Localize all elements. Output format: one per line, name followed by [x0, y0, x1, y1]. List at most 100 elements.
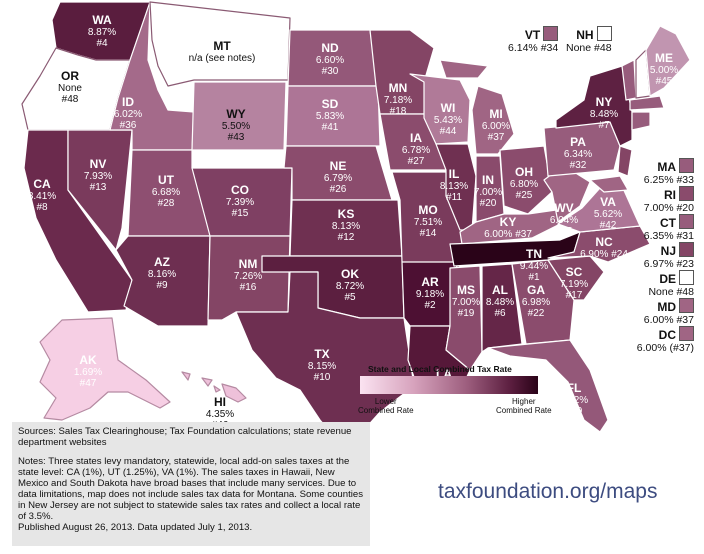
label-CO-rate: 7.39% — [226, 197, 254, 208]
state-FL — [487, 339, 609, 433]
label-MO-rank: #14 — [420, 228, 437, 239]
label-VT: VT 6.14% #34 — [508, 26, 559, 54]
state-WY — [191, 81, 287, 151]
label-VA-rank: #42 — [600, 220, 617, 231]
label-KS-rank: #12 — [338, 232, 355, 243]
label-WA-rate: 8.87% — [88, 27, 116, 38]
notes-box: Sources: Sales Tax Clearinghouse; Tax Fo… — [12, 422, 370, 546]
label-ID-code: ID — [122, 95, 134, 109]
swatch-DC — [679, 326, 694, 341]
label-SC-rank: #17 — [566, 290, 583, 301]
label-NV-code: NV — [90, 157, 107, 171]
label-HI-rate: 4.35% — [206, 409, 234, 420]
label-GA-rank: #22 — [528, 308, 545, 319]
state-CT — [631, 111, 651, 131]
label-AL-rate: 8.48% — [486, 297, 514, 308]
label-AZ-code: AZ — [154, 255, 170, 269]
label-WA-code: WA — [92, 13, 112, 27]
label-UT-rate: 6.68% — [152, 187, 180, 198]
state-HI — [181, 371, 247, 403]
label-WA-rank: #4 — [96, 38, 108, 49]
label-TX-rate: 8.15% — [308, 361, 336, 372]
label-TX-code: TX — [314, 347, 329, 361]
sources-text: Sources: Sales Tax Clearinghouse; Tax Fo… — [18, 426, 352, 448]
state-MA — [629, 95, 665, 111]
label-TN-code: TN — [526, 247, 542, 261]
label-OK-code: OK — [341, 267, 359, 281]
label-FL-rate: 6.62% — [560, 395, 588, 406]
state-ME — [645, 25, 691, 97]
label-HI-code: HI — [214, 395, 226, 409]
label-ME-rate: 5.00% — [650, 65, 678, 76]
label-KS-code: KS — [338, 207, 355, 221]
label-PA-rate: 6.34% — [564, 149, 592, 160]
label-MT-rate: n/a (see notes) — [189, 53, 256, 64]
label-IA-rate: 6.78% — [402, 145, 430, 156]
label-OR-rate: None — [58, 83, 82, 94]
legend-high-label: Higher Combined Rate — [496, 397, 552, 415]
label-NM-rate: 7.26% — [234, 271, 262, 282]
label-WI-rate: 5.43% — [434, 115, 462, 126]
label-CO-code: CO — [231, 183, 249, 197]
label-IA-rank: #27 — [408, 156, 425, 167]
published-text: Published August 26, 2013. Data updated … — [18, 522, 253, 533]
label-NV-rate: 7.93% — [84, 171, 112, 182]
label-AR-rank: #2 — [424, 300, 436, 311]
label-OH-rate: 6.80% — [510, 179, 538, 190]
label-KY-rate: 6.00% #37 — [484, 229, 532, 240]
label-SC-code: SC — [566, 265, 583, 279]
label-WV-rank: #35 — [556, 226, 573, 237]
label-UT-code: UT — [158, 173, 175, 187]
swatch-DE — [679, 270, 694, 285]
label-WV-rate: 6.04% — [550, 215, 578, 226]
label-IN-rank: #20 — [480, 198, 497, 209]
state-NJ — [617, 145, 633, 177]
label-MN-code: MN — [389, 81, 408, 95]
state-WI — [409, 73, 471, 145]
label-CA-code: CA — [33, 177, 51, 191]
label-NM-code: NM — [239, 257, 258, 271]
label-NY-rate: 8.48% — [590, 109, 618, 120]
label-SD-rate: 5.83% — [316, 111, 344, 122]
state-AK — [39, 317, 171, 421]
label-MS-rate: 7.00% — [452, 297, 480, 308]
label-ND-code: ND — [321, 41, 339, 55]
label-CO-rank: #15 — [232, 208, 249, 219]
label-IA-code: IA — [410, 131, 422, 145]
label-OH-code: OH — [515, 165, 533, 179]
source-url[interactable]: taxfoundation.org/maps — [438, 480, 658, 503]
label-NJ: NJ 6.97% #23 — [643, 242, 694, 270]
label-WI-code: WI — [441, 101, 456, 115]
label-IL-code: IL — [449, 167, 460, 181]
label-WY-code: WY — [226, 107, 245, 121]
label-NY-code: NY — [596, 95, 613, 109]
state-MS — [445, 265, 483, 371]
label-ID-rate: 6.02% — [114, 109, 142, 120]
label-NV-rank: #13 — [90, 182, 107, 193]
label-MI-code: MI — [489, 107, 502, 121]
swatch-RI — [679, 186, 694, 201]
label-TN-rank: #1 — [528, 272, 540, 283]
label-FL-rank: #29 — [566, 406, 583, 417]
label-VA-code: VA — [600, 195, 616, 209]
label-MS-rank: #19 — [458, 308, 475, 319]
label-OK-rank: #5 — [344, 292, 356, 303]
label-NE-rank: #26 — [330, 184, 347, 195]
label-NC-rate: 6.90% #24 — [580, 249, 628, 260]
label-MI-rate: 6.00% — [482, 121, 510, 132]
label-SD-rank: #41 — [322, 122, 339, 133]
swatch-NJ — [679, 242, 694, 257]
label-NC-code: NC — [595, 235, 613, 249]
label-VA-rate: 5.62% — [594, 209, 622, 220]
state-MD — [589, 175, 629, 193]
label-DE: DE None #48 — [648, 270, 694, 298]
label-MT-code: MT — [213, 39, 231, 53]
label-ID-rank: #36 — [120, 120, 137, 131]
map-legend: State and Local Combined Tax Rate Lower C… — [356, 364, 556, 424]
label-AR-rate: 9.18% — [416, 289, 444, 300]
label-WY-rank: #43 — [228, 132, 245, 143]
label-MS-code: MS — [457, 283, 475, 297]
label-FL-code: FL — [567, 381, 582, 395]
label-ME-code: ME — [655, 51, 673, 65]
label-UT-rank: #28 — [158, 198, 175, 209]
